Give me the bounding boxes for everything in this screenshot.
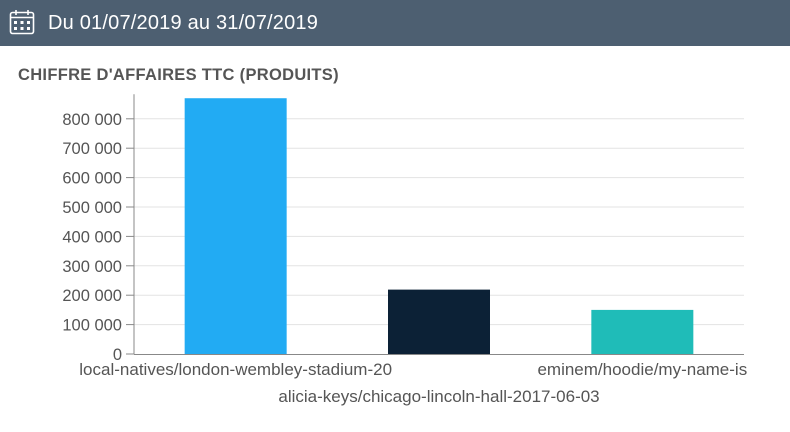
y-tick-label: 300 000: [62, 258, 122, 276]
calendar-icon[interactable]: [8, 8, 36, 36]
bar[interactable]: [591, 309, 694, 354]
x-tick-label: alicia-keys/chicago-lincoln-hall-2017-06…: [278, 387, 599, 406]
chart-title: CHIFFRE D'AFFAIRES TTC (PRODUITS): [18, 66, 339, 84]
bar[interactable]: [184, 98, 287, 354]
y-tick-label: 200 000: [62, 287, 122, 305]
y-tick-label: 100 000: [62, 317, 122, 335]
x-tick-label: eminem/hoodie/my-name-is: [537, 360, 747, 379]
y-tick-label: 600 000: [62, 170, 122, 188]
x-tick-label: local-natives/london-wembley-stadium-20: [79, 360, 392, 379]
date-range-label: Du 01/07/2019 au 31/07/2019: [48, 12, 319, 34]
date-range-header[interactable]: Du 01/07/2019 au 31/07/2019: [0, 0, 790, 46]
bar[interactable]: [388, 289, 490, 354]
y-tick-label: 800 000: [62, 111, 122, 129]
y-tick-label: 0: [113, 346, 122, 364]
y-tick-label: 500 000: [62, 199, 122, 217]
y-tick-label: 700 000: [62, 140, 122, 158]
y-tick-label: 400 000: [62, 228, 122, 246]
